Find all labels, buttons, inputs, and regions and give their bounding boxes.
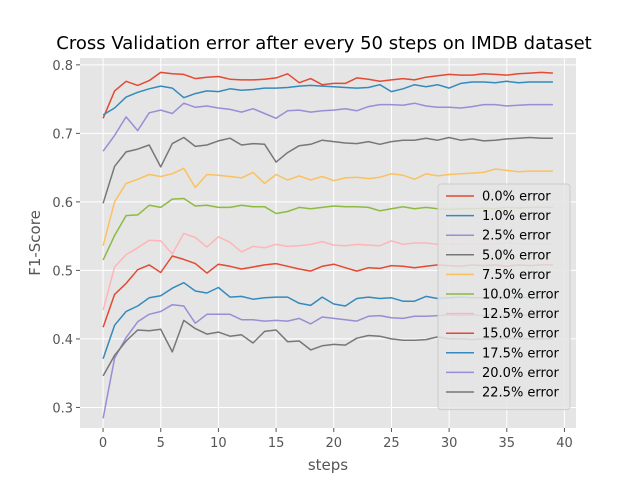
legend-label: 5.0% error bbox=[482, 248, 551, 263]
series-line-0 bbox=[102, 71, 553, 119]
legend-label: 7.5% error bbox=[482, 268, 551, 283]
series-line-4 bbox=[102, 167, 553, 246]
x-tick-label: 40 bbox=[556, 436, 573, 451]
x-tick-label: 30 bbox=[441, 436, 458, 451]
x-axis-ticks: 0 5 10 15 20 25 30 35 40 bbox=[99, 428, 573, 451]
y-tick-label: 0.5 bbox=[52, 264, 73, 279]
x-tick-label: 25 bbox=[383, 436, 400, 451]
series-line-1 bbox=[102, 80, 553, 116]
x-tick-label: 20 bbox=[325, 436, 342, 451]
y-tick-label: 0.7 bbox=[52, 127, 73, 142]
y-tick-label: 0.8 bbox=[52, 59, 73, 74]
x-tick-label: 15 bbox=[268, 436, 285, 451]
x-tick-label: 0 bbox=[99, 436, 107, 451]
y-tick-label: 0.6 bbox=[52, 196, 73, 211]
series-line-3 bbox=[102, 136, 553, 204]
y-tick-label: 0.4 bbox=[52, 333, 73, 348]
chart-title: Cross Validation error after every 50 st… bbox=[56, 33, 591, 54]
x-tick-label: 35 bbox=[499, 436, 516, 451]
legend-label: 15.0% error bbox=[482, 327, 560, 342]
legend-label: 1.0% error bbox=[482, 209, 551, 224]
legend: 0.0% error 1.0% error 2.5% error 5.0% error… bbox=[437, 183, 571, 411]
y-axis-label: F1-Score bbox=[26, 210, 44, 276]
x-tick-label: 5 bbox=[157, 436, 165, 451]
x-tick-label: 10 bbox=[210, 436, 227, 451]
x-axis-label: steps bbox=[308, 456, 348, 474]
y-axis-ticks: 0.3 0.4 0.5 0.6 0.7 0.8 bbox=[52, 59, 80, 416]
legend-label: 0.0% error bbox=[482, 190, 551, 205]
legend-label: 20.0% error bbox=[482, 366, 560, 381]
legend-label: 22.5% error bbox=[482, 386, 560, 401]
legend-label: 2.5% error bbox=[482, 229, 551, 244]
legend-label: 10.0% error bbox=[482, 288, 560, 303]
y-tick-label: 0.3 bbox=[52, 401, 73, 416]
series-line-2 bbox=[102, 102, 553, 152]
legend-label: 12.5% error bbox=[482, 307, 560, 322]
legend-label: 17.5% error bbox=[482, 346, 560, 361]
